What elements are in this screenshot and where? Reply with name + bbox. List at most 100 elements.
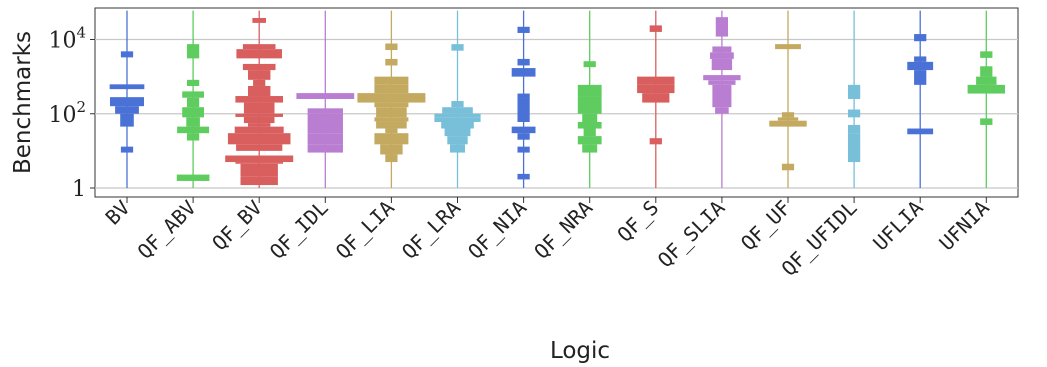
distribution-bin: [380, 144, 403, 155]
distribution-bin: [582, 144, 598, 153]
distribution-bin: [247, 70, 271, 80]
distribution-bin: [385, 128, 398, 134]
x-tick-label: QF_BV: [207, 196, 267, 256]
distribution-bin: [980, 66, 993, 77]
distribution-bin: [307, 108, 343, 114]
distribution-bin: [434, 113, 481, 118]
distribution-bin: [385, 58, 398, 66]
distribution-bin: [444, 128, 471, 137]
distribution-bin: [511, 68, 536, 77]
y-axis-title: Benchmarks: [10, 31, 36, 174]
distribution-bin: [715, 17, 729, 37]
distribution-bin: [385, 43, 398, 51]
distribution-bin: [517, 26, 530, 33]
distribution-bin: [252, 17, 266, 23]
distribution-bin: [517, 146, 530, 153]
distribution-bin: [980, 51, 993, 58]
series-qf-s: [637, 10, 675, 188]
distribution-bin: [914, 34, 927, 42]
distribution-bin: [236, 49, 282, 59]
distribution-bin: [637, 76, 675, 85]
distribution-bin: [357, 93, 426, 103]
y-tick-label: 102: [48, 98, 86, 128]
distribution-bin: [225, 155, 294, 163]
distribution-bin: [296, 93, 355, 99]
grid-lines: [95, 38, 1018, 189]
distribution-bin: [307, 133, 343, 145]
distribution-bin: [914, 70, 927, 85]
distribution-bin: [247, 123, 271, 127]
distribution-bin: [374, 102, 409, 108]
y-axis: 1 102 104: [48, 24, 95, 202]
x-tick-label: QF_SLIA: [653, 196, 730, 273]
distribution-bin: [642, 93, 670, 103]
distribution-bin: [120, 51, 134, 58]
distribution-bin: [240, 176, 278, 186]
x-tick-label: UFNIA: [934, 196, 994, 256]
distribution-bin: [649, 25, 662, 32]
distribution-bin: [582, 113, 598, 122]
distribution-bin: [847, 133, 861, 163]
x-tick-label: BV: [101, 196, 135, 230]
distribution-bin: [451, 101, 464, 108]
distribution-bin: [511, 126, 536, 134]
x-tick-label: QF_IDL: [265, 196, 333, 264]
series-qf-slia: [703, 10, 741, 188]
x-tick-label: QF_ABV: [133, 196, 201, 264]
distribution-bin: [708, 80, 736, 85]
x-tick-label: QF_LIA: [331, 196, 399, 264]
distribution-bin: [376, 121, 407, 129]
distribution-bin: [307, 113, 343, 134]
distribution-bin: [242, 63, 276, 71]
series-qf-nia: [511, 10, 536, 188]
distribution-bin: [253, 79, 266, 86]
distribution-bin: [907, 128, 934, 135]
distribution-bin: [907, 61, 934, 71]
distribution-bin: [434, 117, 481, 122]
distribution-bin: [976, 76, 997, 85]
distribution-bin: [781, 112, 795, 118]
distribution-bin: [182, 91, 204, 98]
distribution-bin: [649, 138, 662, 145]
distribution-bin: [769, 120, 807, 127]
distribution-bin: [781, 163, 795, 171]
distribution-bin: [186, 117, 200, 127]
x-tick-label: QF_LRA: [397, 196, 465, 264]
distribution-bin: [711, 58, 733, 71]
distribution-bin: [715, 107, 729, 114]
distribution-bin: [517, 58, 530, 66]
distribution-bin: [110, 97, 144, 107]
x-tick-label: QF_S: [612, 196, 663, 247]
x-tick-label: UFLIA: [868, 196, 928, 256]
distribution-bin: [235, 113, 283, 117]
distribution-bin: [577, 84, 602, 97]
distribution-bin: [447, 136, 468, 145]
distribution-bin: [712, 46, 732, 53]
distribution-bin: [847, 84, 861, 99]
distribution-bin: [914, 56, 927, 62]
series-uflia: [907, 10, 934, 188]
x-tick-label: QF_NIA: [463, 196, 531, 264]
distribution-bin: [243, 116, 275, 124]
series-qf-abv: [176, 10, 210, 188]
distribution-bin: [177, 126, 210, 134]
distribution-bin: [176, 174, 210, 181]
series-qf-uf: [769, 10, 807, 188]
distribution-bin: [376, 107, 407, 118]
distribution-bin: [583, 61, 596, 68]
series-qf-ufidl: [847, 10, 861, 188]
distribution-bin: [307, 144, 343, 153]
distribution-bin: [236, 144, 283, 151]
series-ufnia: [967, 10, 1005, 188]
distribution-bin: [967, 84, 1005, 94]
distribution-bin: [120, 113, 134, 127]
distribution-bin: [712, 84, 732, 108]
distribution-bin: [703, 75, 741, 81]
distribution-bin: [242, 44, 276, 50]
distribution-bin: [186, 79, 200, 86]
series-qf-idl: [296, 10, 355, 188]
distribution-bin: [186, 52, 200, 59]
distribution-bin: [235, 162, 283, 164]
